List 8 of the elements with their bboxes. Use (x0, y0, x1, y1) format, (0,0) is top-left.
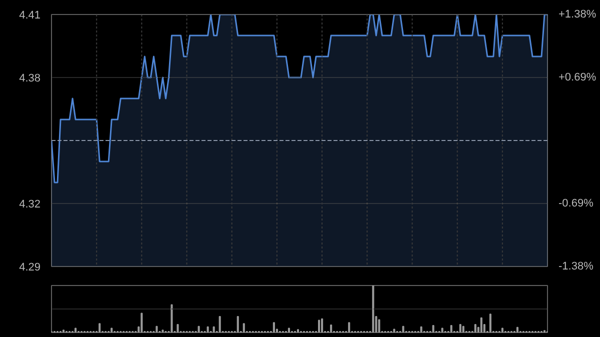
y2-tick-label: +1.38% (558, 8, 596, 20)
y-tick-label: 4.41 (19, 10, 41, 22)
y-tick-label: 4.29 (19, 262, 41, 274)
y2-tick-label: -1.38% (558, 260, 594, 272)
y-tick-label: 4.38 (19, 72, 41, 84)
y-tick-label: 4.32 (19, 198, 41, 210)
y2-tick-label: -0.69% (558, 198, 594, 210)
y2-tick-label: +0.69% (558, 72, 596, 84)
